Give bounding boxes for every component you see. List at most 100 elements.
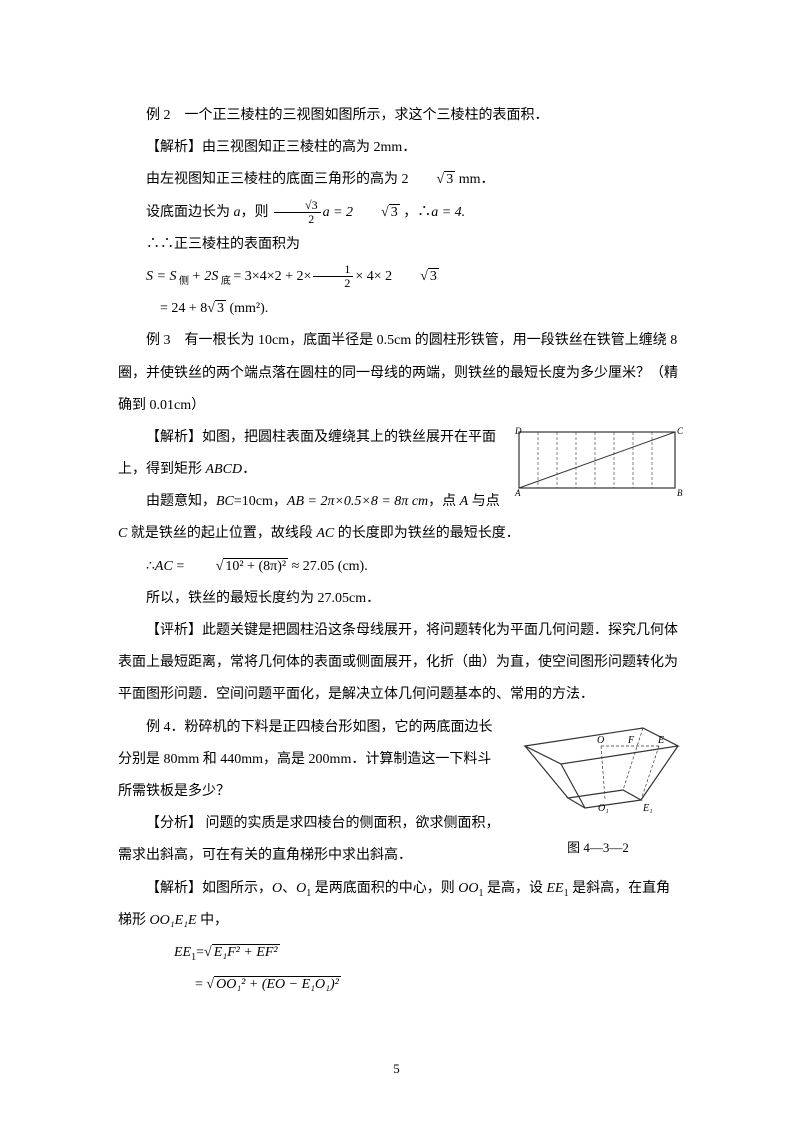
sqrt-ee1-body: E₁F² + EF² — [212, 944, 280, 960]
a2-C: C — [118, 526, 127, 541]
frac-num: √3 — [274, 199, 321, 213]
sqrt-ee1-2: OO₁² + (EO − E₁O₁)² — [206, 969, 340, 1001]
ex3-figure: D C A B — [513, 426, 683, 501]
ex4-ee1-line2: = OO₁² + (EO − E₁O₁)² — [118, 969, 683, 1001]
sqrt3-icon-3: 3 — [392, 261, 439, 293]
ex4-sol: 【解析】如图所示，O、O1 是两底面积的中心，则 OO1 是高，设 EE1 是斜… — [118, 873, 683, 937]
a2-end: 就是铁丝的起止位置，故线段 — [127, 526, 316, 541]
ee1-l2-eq: = — [195, 977, 206, 992]
frac-1-2: 12 — [313, 263, 353, 290]
ex3-a3: 所以，铁丝的最短长度约为 27.05cm． — [118, 583, 683, 615]
lbl-O: O — [597, 735, 604, 746]
ex3-ac-formula: ∴AC = 10² + (8π)² ≈ 27.05 (cm). — [118, 551, 683, 583]
ex2-line3: 设底面边长为 a，则 √32a = 2 3 ，∴a = 4. — [118, 197, 683, 229]
res-post: (mm²). — [226, 301, 268, 316]
cylinder-unfold-icon: D C A B — [513, 426, 683, 501]
sqrt3-body2: 3 — [389, 204, 400, 220]
ex2-eq1: a = 2 — [323, 205, 353, 220]
ex2-eq2: a = 4. — [431, 205, 465, 220]
ex2-l3-mid: ，则 — [241, 205, 273, 220]
ex2-line1: 【解析】由三视图知正三棱柱的高为 2mm． — [118, 132, 683, 164]
therefore-icon-2: ∴ — [146, 237, 160, 252]
f12-den: 2 — [313, 277, 353, 290]
ex2-result: = 24 + 8 3 (mm²). — [118, 293, 683, 325]
ex3-title: 例 3 有一根长为 10cm，底面半径是 0.5cm 的圆柱形铁管，用一段铁丝在… — [118, 325, 683, 422]
ex2-line2: 由左视图知正三棱柱的底面三角形的高为 2 3 mm． — [118, 164, 683, 196]
a2-AC: AC — [316, 526, 334, 541]
ex2-l3-pre: 设底面边长为 — [146, 205, 234, 220]
sqrt3-icon-2: 3 — [353, 197, 400, 229]
ex2-title: 例 2 一个正三棱柱的三视图如图所示，求这个三棱柱的表面积． — [118, 100, 683, 132]
res-pre: = 24 + 8 — [160, 301, 207, 316]
a2-bc: BC — [216, 494, 234, 509]
ex2-l4: ∴正三棱柱的表面积为 — [160, 237, 300, 252]
a2-A: A — [460, 494, 469, 509]
frac-sqrt3-2: √32 — [274, 199, 321, 226]
a2-ab: AB — [287, 494, 304, 509]
sqrt3-icon-4: 3 — [207, 293, 226, 325]
label-B: B — [677, 488, 683, 498]
label-C: C — [677, 426, 683, 436]
fig2-caption: 图 4—3—2 — [513, 833, 683, 863]
a2-mid: ，点 — [428, 494, 460, 509]
sqrt-ee1: E₁F² + EF² — [204, 937, 280, 969]
ex3-a1-end: ． — [242, 462, 256, 477]
sol-pre: 【解析】如图所示， — [146, 881, 272, 896]
sol-sep1: 、 — [282, 881, 296, 896]
S-base: 底 — [218, 276, 233, 287]
sqrt-ac: 10² + (8π)² — [188, 551, 288, 583]
ac-eq: = — [173, 559, 188, 574]
a2-pre: 由题意知， — [146, 494, 216, 509]
ex4-ee1-line1: EE1=E₁F² + EF² — [118, 937, 683, 969]
therefore-icon: ∴ — [417, 205, 431, 220]
sol-mid2: 是高，设 — [483, 881, 546, 896]
abcd: ABCD — [206, 462, 243, 477]
lbl-O1: O₁ — [598, 803, 609, 814]
ee1-eq: = — [196, 945, 204, 960]
lbl-E1: E₁ — [642, 803, 653, 814]
sol-mid1: 是两底面积的中心，则 — [311, 881, 458, 896]
ac-approx: ≈ 27.05 (cm). — [288, 559, 368, 574]
a2-bcv: =10cm， — [234, 494, 287, 509]
label-D: D — [514, 426, 522, 436]
S-eq: = 3×4×2 + 2× — [233, 269, 311, 284]
ex3-comment: 【评析】此题关键是把圆柱沿这条母线展开，将问题转化为平面几何问题．探究几何体表面… — [118, 615, 683, 712]
S-side: 侧 — [176, 276, 191, 287]
ex4-figure: O F E O₁ E₁ 图 4—3—2 — [513, 716, 683, 846]
sqrt3-b4: 3 — [215, 300, 226, 316]
ee1-lhs: EE — [174, 945, 191, 960]
S-tail: × 4× 2 — [355, 269, 392, 284]
sqrt-ac-body: 10² + (8π)² — [223, 558, 288, 574]
therefore-icon-3: ∴ — [146, 559, 155, 574]
lbl-F: F — [627, 735, 635, 746]
ex2-comma: ， — [400, 205, 418, 220]
frac-den: 2 — [274, 213, 321, 226]
frustum-icon: O F E O₁ E₁ — [513, 716, 683, 816]
lbl-E: E — [657, 735, 664, 746]
ex2-a: a — [234, 205, 241, 220]
sol-O1: O — [296, 881, 306, 896]
ex3-a1-text: 【解析】如图，把圆柱表面及缠绕其上的铁丝展开在平面上，得到矩形 — [118, 430, 496, 477]
sqrt3-body: 3 — [444, 171, 455, 187]
label-A: A — [514, 488, 521, 498]
sqrt-ee1-2-body: OO₁² + (EO − E₁O₁)² — [214, 976, 341, 992]
sol-end: 中， — [197, 913, 229, 928]
sqrt3-b3: 3 — [428, 268, 439, 284]
sol-O: O — [272, 881, 282, 896]
sqrt3-icon: 3 — [409, 164, 456, 196]
ex2-formula-S: S = S 侧 + 2S 底 = 3×4×2 + 2×12× 4× 2 3 — [118, 261, 683, 293]
ex2-l2-pre: 由左视图知正三棱柱的底面三角形的高为 2 — [146, 172, 409, 187]
page-number: 5 — [0, 1061, 793, 1077]
sol-trap: OO₁E₁E — [150, 913, 197, 928]
f12-num: 1 — [313, 263, 353, 277]
S-plus: + 2S — [191, 269, 218, 284]
a2-abv: = 2π×0.5×8 = 8π cm — [304, 494, 428, 509]
sol-EE1: EE — [546, 881, 563, 896]
ex2-line4: ∴∴正三棱柱的表面积为 — [118, 229, 683, 261]
a2-end2: 的长度即为铁丝的最短长度． — [334, 526, 520, 541]
ex2-l2-post: mm． — [455, 172, 494, 187]
a2-mid2: 与点 — [468, 494, 500, 509]
S-lhs: S = S — [146, 269, 176, 284]
ac-AC: AC — [155, 559, 173, 574]
sol-OO1: OO — [458, 881, 478, 896]
